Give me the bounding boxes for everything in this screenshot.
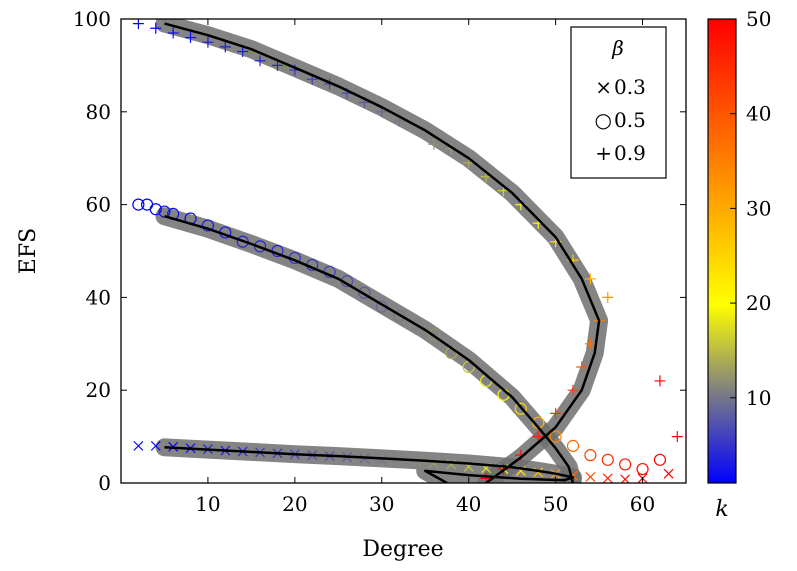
- colorbar-tick-label-40: 40: [746, 102, 771, 126]
- legend: β × 0.3 ○ 0.5 + 0.9: [570, 26, 667, 179]
- series-1-point-26: [549, 430, 562, 443]
- x-axis-label: Degree: [362, 537, 443, 562]
- colorbar-tick-label-20: 20: [746, 291, 771, 315]
- legend-label-0-5: 0.5: [614, 108, 646, 132]
- series-2-point-29: [584, 338, 596, 350]
- series-1-point-0: [132, 198, 145, 211]
- series-1-point-6: [201, 219, 215, 232]
- x-tick-label-50: 50: [543, 492, 568, 516]
- series-0-point-28: [620, 474, 631, 483]
- series-2-point-30: [576, 361, 588, 373]
- series-2-point-0: [132, 19, 144, 30]
- series-2-point-37: [654, 375, 666, 387]
- y-tick-label-80: 80: [86, 100, 111, 124]
- x-tick-label-20: 20: [282, 492, 307, 516]
- colorbar-tick-label-30: 30: [746, 196, 771, 220]
- series-0-point-15: [394, 455, 405, 466]
- y-tick-label-20: 20: [86, 378, 111, 402]
- colorbar: 10 20 30 40 50 k: [707, 7, 771, 522]
- legend-box: [570, 26, 667, 179]
- series-2-point-17: [428, 138, 440, 150]
- fit-line-1: [164, 214, 575, 483]
- series-2-point-38: [671, 431, 683, 443]
- series-2-point-8: [271, 59, 283, 71]
- series-0-point-27: [602, 473, 613, 483]
- series-0-point-1: [150, 440, 161, 451]
- y-tick-label-100: 100: [73, 7, 111, 31]
- series-2-point-27: [602, 291, 614, 303]
- series-1-point-17: [393, 309, 406, 323]
- series-1-point-2: [149, 203, 162, 216]
- series-1-point-30: [619, 458, 632, 471]
- x-tick-label-40: 40: [456, 492, 481, 516]
- series-2-point-26: [584, 273, 596, 285]
- series-0-point-0: [133, 440, 144, 451]
- series-2-point-31: [567, 384, 579, 396]
- series-1-point-32: [653, 453, 667, 466]
- series-1-point-29: [601, 453, 614, 466]
- x-tick-label-60: 60: [630, 492, 655, 516]
- series-1-point-31: [636, 462, 649, 476]
- series-1-point-19: [427, 328, 441, 341]
- plot-frame: [120, 18, 687, 484]
- series-1-point-15: [358, 286, 371, 299]
- legend-title: β: [611, 36, 624, 60]
- series-2-point-33: [532, 431, 544, 443]
- legend-marker-x: ×: [595, 75, 612, 99]
- series-2-point-7: [254, 55, 266, 67]
- series-1-point-28: [584, 449, 597, 462]
- x-tick-label-30: 30: [369, 492, 394, 516]
- colorbar-tick-label-10: 10: [746, 386, 771, 410]
- series-0-point-30: [663, 468, 674, 479]
- y-tick-label-40: 40: [86, 285, 111, 309]
- series-2-point-3: [185, 32, 197, 44]
- colorbar-gradient: [707, 18, 737, 484]
- legend-marker-o: ○: [595, 108, 612, 132]
- series-2-point-2: [167, 27, 179, 39]
- legend-label-0-9: 0.9: [614, 141, 646, 165]
- series-2-point-4: [202, 36, 214, 48]
- colorbar-label: k: [715, 497, 728, 522]
- series-2-point-6: [237, 45, 249, 57]
- series-0-point-26: [585, 472, 596, 482]
- fit-line-2: [164, 22, 601, 483]
- series-0-point-14: [376, 454, 387, 465]
- series-2-point-5: [219, 41, 231, 53]
- y-tick-label-0: 0: [98, 471, 111, 495]
- series-2-point-1: [150, 22, 162, 34]
- y-axis-label: EFS: [16, 228, 41, 274]
- series-2-point-32: [550, 407, 562, 419]
- series-1-point-18: [410, 319, 423, 332]
- series-1-point-24: [514, 402, 527, 415]
- legend-label-0-3: 0.3: [614, 75, 646, 99]
- legend-marker-plus: +: [595, 141, 612, 165]
- x-tick-label-10: 10: [195, 492, 220, 516]
- series-1-point-27: [566, 439, 580, 452]
- fit-line-0: [164, 446, 575, 483]
- y-tick-label-60: 60: [86, 193, 111, 217]
- colorbar-tick-label-50: 50: [746, 7, 771, 31]
